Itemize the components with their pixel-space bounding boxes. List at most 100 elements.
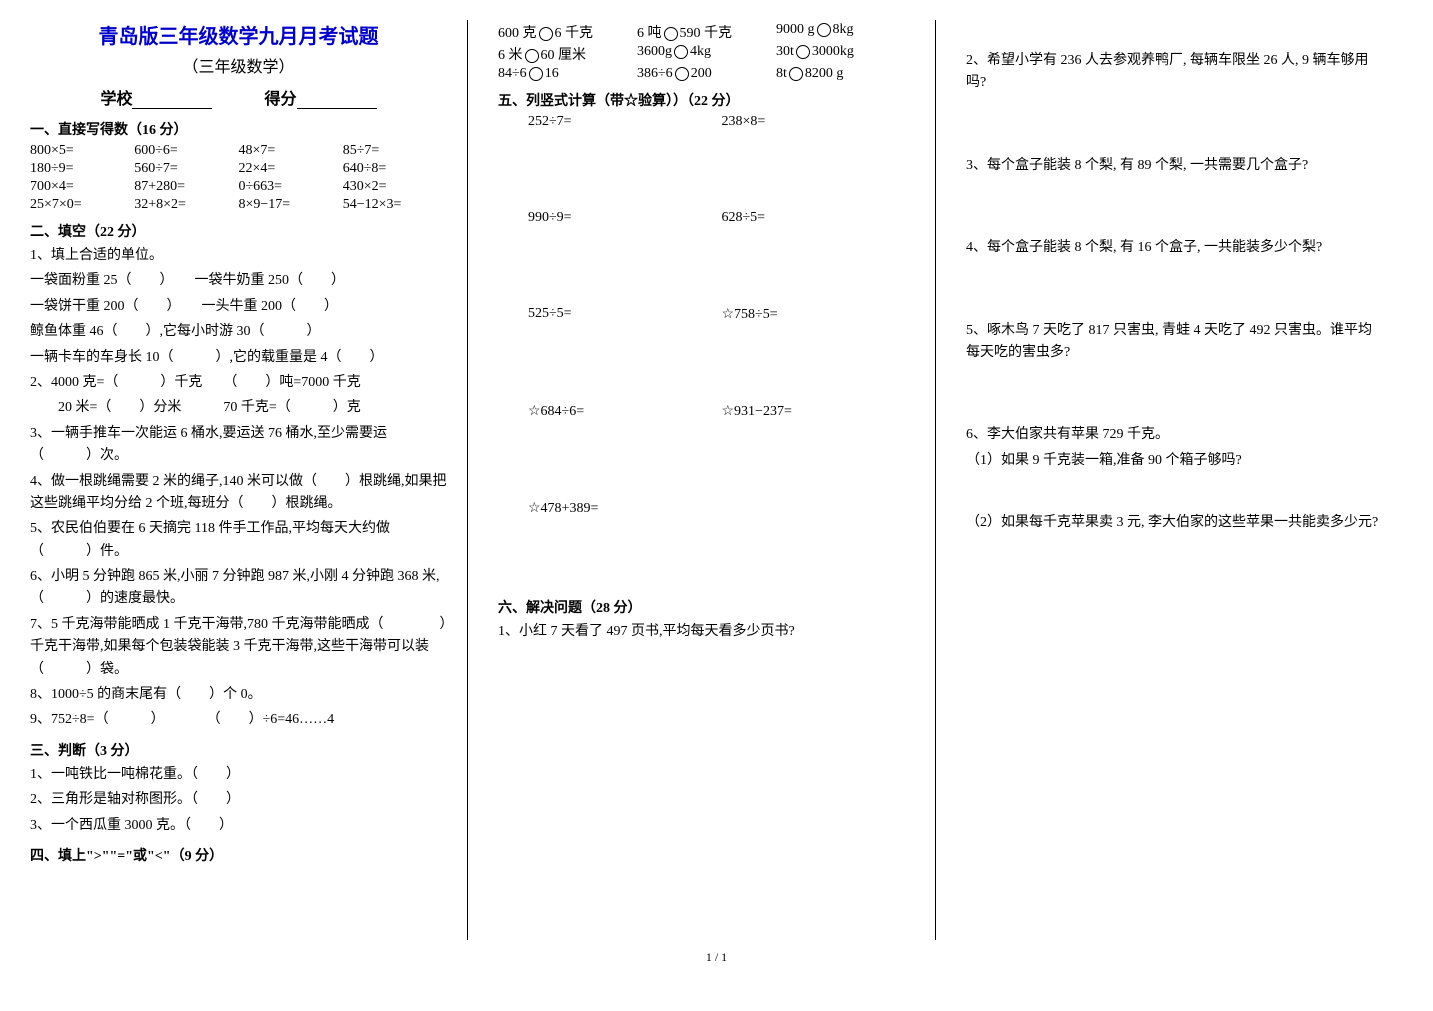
word-problem: 4、每个盒子能装 8 个梨, 有 16 个盒子, 一共能装多少个梨? (966, 237, 1383, 259)
vert-calc: ☆931−237= (722, 403, 916, 420)
val: 60 厘米 (541, 48, 587, 63)
word-problem: 3、每个盒子能装 8 个梨, 有 89 个梨, 一共需要几个盒子? (966, 155, 1383, 177)
sec4-head: 四、填上">""="或"<"（9 分） (30, 845, 447, 865)
compare-cell: 6 米 60 厘米 (498, 44, 637, 64)
val: 3600g (637, 44, 672, 59)
circle-icon (796, 45, 810, 59)
circle-icon (525, 49, 539, 63)
sec6-head: 六、解决问题（28 分） (498, 597, 915, 617)
column-3: 2、希望小学有 236 人去参观养鸭厂, 每辆车限坐 26 人, 9 辆车够用吗… (966, 20, 1403, 940)
vert-calc-row: ☆478+389= (498, 500, 915, 517)
calc-cell: 87+280= (134, 179, 238, 195)
circle-icon (664, 27, 678, 41)
compare-row: 600 克6 千克 6 吨 590 千克 9000 g 8kg (498, 22, 915, 42)
fill-line: 6、小明 5 分钟跑 865 米,小丽 7 分钟跑 987 米,小刚 4 分钟跑… (30, 566, 447, 611)
val: 30t (776, 44, 794, 59)
calc-row: 700×4= 87+280= 0÷663= 430×2= (30, 179, 447, 195)
calc-cell: 22×4= (239, 161, 343, 177)
vert-calc: ☆684÷6= (528, 403, 722, 420)
word-problem: 2、希望小学有 236 人去参观养鸭厂, 每辆车限坐 26 人, 9 辆车够用吗… (966, 50, 1383, 95)
calc-cell: 800×5= (30, 143, 134, 159)
calc-cell: 0÷663= (239, 179, 343, 195)
val: 84÷6 (498, 66, 527, 81)
circle-icon (674, 45, 688, 59)
calc-row: 180÷9= 560÷7= 22×4= 640÷8= (30, 161, 447, 177)
word-problem-block: 6、李大伯家共有苹果 729 千克。 （1）如果 9 千克装一箱,准备 90 个… (966, 424, 1383, 472)
judge-line: 2、三角形是轴对称图形。（ ） (30, 789, 447, 811)
circle-icon (817, 23, 831, 37)
column-1: 青岛版三年级数学九月月考试题 （三年级数学） 学校 得分 一、直接写得数（16 … (30, 20, 468, 940)
vert-calc: 252÷7= (528, 114, 722, 130)
compare-cell: 8t 8200 g (776, 66, 915, 82)
calc-cell: 600÷6= (134, 143, 238, 159)
word-problem-block: 4、每个盒子能装 8 个梨, 有 16 个盒子, 一共能装多少个梨? (966, 237, 1383, 259)
fill-line: 一辆卡车的车身长 10（ ）,它的载重量是 4（ ） (30, 347, 447, 369)
calc-cell: 8×9−17= (239, 197, 343, 213)
fill-line: 3、一辆手推车一次能运 6 桶水,要运送 76 桶水,至少需要运（ ）次。 (30, 423, 447, 468)
score-label: 得分 (265, 91, 297, 108)
word-problem: 6、李大伯家共有苹果 729 千克。 (966, 424, 1383, 446)
fill-line: 鲸鱼体重 46（ ）,它每小时游 30（ ） (30, 321, 447, 343)
calc-cell: 85÷7= (343, 143, 447, 159)
calc-row: 25×7×0= 32+8×2= 8×9−17= 54−12×3= (30, 197, 447, 213)
compare-cell: 6 吨 590 千克 (637, 22, 776, 42)
calc-cell: 32+8×2= (134, 197, 238, 213)
fill-line: 9、752÷8=（ ） （ ）÷6=46……4 (30, 709, 447, 731)
val: 386÷6 (637, 66, 673, 81)
val: 8200 g (805, 66, 844, 81)
calc-cell: 700×4= (30, 179, 134, 195)
val: 8kg (833, 22, 854, 37)
compare-cell: 600 克6 千克 (498, 22, 637, 42)
word-problem: 5、啄木鸟 7 天吃了 817 只害虫, 青蛙 4 天吃了 492 只害虫。谁平… (966, 320, 1383, 365)
vert-calc-row: ☆684÷6= ☆931−237= (498, 403, 915, 420)
fill-line: 2、4000 克=（ ）千克 （ ）吨=7000 千克 (30, 372, 447, 394)
circle-icon (675, 67, 689, 81)
calc-cell: 640÷8= (343, 161, 447, 177)
compare-cell: 84÷6 16 (498, 66, 637, 82)
school-label: 学校 (100, 91, 132, 108)
vert-calc-row: 252÷7= 238×8= (498, 114, 915, 130)
word-problem: （1）如果 9 千克装一箱,准备 90 个箱子够吗? (966, 450, 1383, 472)
fill-line: 5、农民伯伯要在 6 天摘完 118 件手工作品,平均每天大约做（ ）件。 (30, 518, 447, 563)
page-footer: 1 / 1 (30, 950, 1403, 965)
sec5-head: 五、列竖式计算（带☆验算））（22 分） (498, 90, 915, 110)
compare-row: 84÷616 386÷6200 8t8200 g (498, 66, 915, 82)
sec1-head: 一、直接写得数（16 分） (30, 119, 447, 139)
fill-line: 7、5 千克海带能晒成 1 千克干海带,780 千克海带能晒成（ ）千克干海带,… (30, 614, 447, 681)
val: 8t (776, 66, 787, 81)
calc-cell: 25×7×0= (30, 197, 134, 213)
calc-row: 800×5= 600÷6= 48×7= 85÷7= (30, 143, 447, 159)
sec2-head: 二、填空（22 分） (30, 221, 447, 241)
fill-line: 4、做一根跳绳需要 2 米的绳子,140 米可以做（ ）根跳绳,如果把这些跳绳平… (30, 471, 447, 516)
word-problem: （2）如果每千克苹果卖 3 元, 李大伯家的这些苹果一共能卖多少元? (966, 512, 1383, 534)
val: 6 吨 (637, 26, 662, 41)
val: 3000kg (812, 44, 854, 59)
fill-line: 一袋面粉重 25（ ） 一袋牛奶重 250（ ） (30, 270, 447, 292)
calc-cell: 430×2= (343, 179, 447, 195)
vert-calc: 628÷5= (722, 210, 916, 226)
calc-cell: 560÷7= (134, 161, 238, 177)
exam-subtitle: （三年级数学） (30, 53, 447, 77)
word-problem-block: 5、啄木鸟 7 天吃了 817 只害虫, 青蛙 4 天吃了 492 只害虫。谁平… (966, 320, 1383, 365)
compare-cell: 3600g 4kg (637, 44, 776, 64)
val: 16 (545, 66, 559, 81)
val: 6 米 (498, 48, 523, 63)
vert-calc: ☆478+389= (528, 500, 722, 517)
judge-line: 1、一吨铁比一吨棉花重。（ ） (30, 764, 447, 786)
vert-calc: 238×8= (722, 114, 916, 130)
val: 9000 g (776, 22, 815, 37)
sec3-head: 三、判断（3 分） (30, 740, 447, 760)
vert-calc: 525÷5= (528, 306, 722, 323)
compare-row: 6 米 60 厘米 3600g 4kg 30t 3000kg (498, 44, 915, 64)
fill-line: 8、1000÷5 的商末尾有（ ）个 0。 (30, 684, 447, 706)
header-line: 学校 得分 (30, 85, 447, 109)
vert-calc: 990÷9= (528, 210, 722, 226)
vert-calc (722, 500, 916, 517)
val: 4kg (690, 44, 711, 59)
calc-cell: 54−12×3= (343, 197, 447, 213)
val: 590 千克 (680, 26, 733, 41)
val: 6 千克 (555, 26, 594, 41)
circle-icon (529, 67, 543, 81)
exam-title: 青岛版三年级数学九月月考试题 (30, 20, 447, 49)
fill-line: 一袋饼干重 200（ ） 一头牛重 200（ ） (30, 296, 447, 318)
